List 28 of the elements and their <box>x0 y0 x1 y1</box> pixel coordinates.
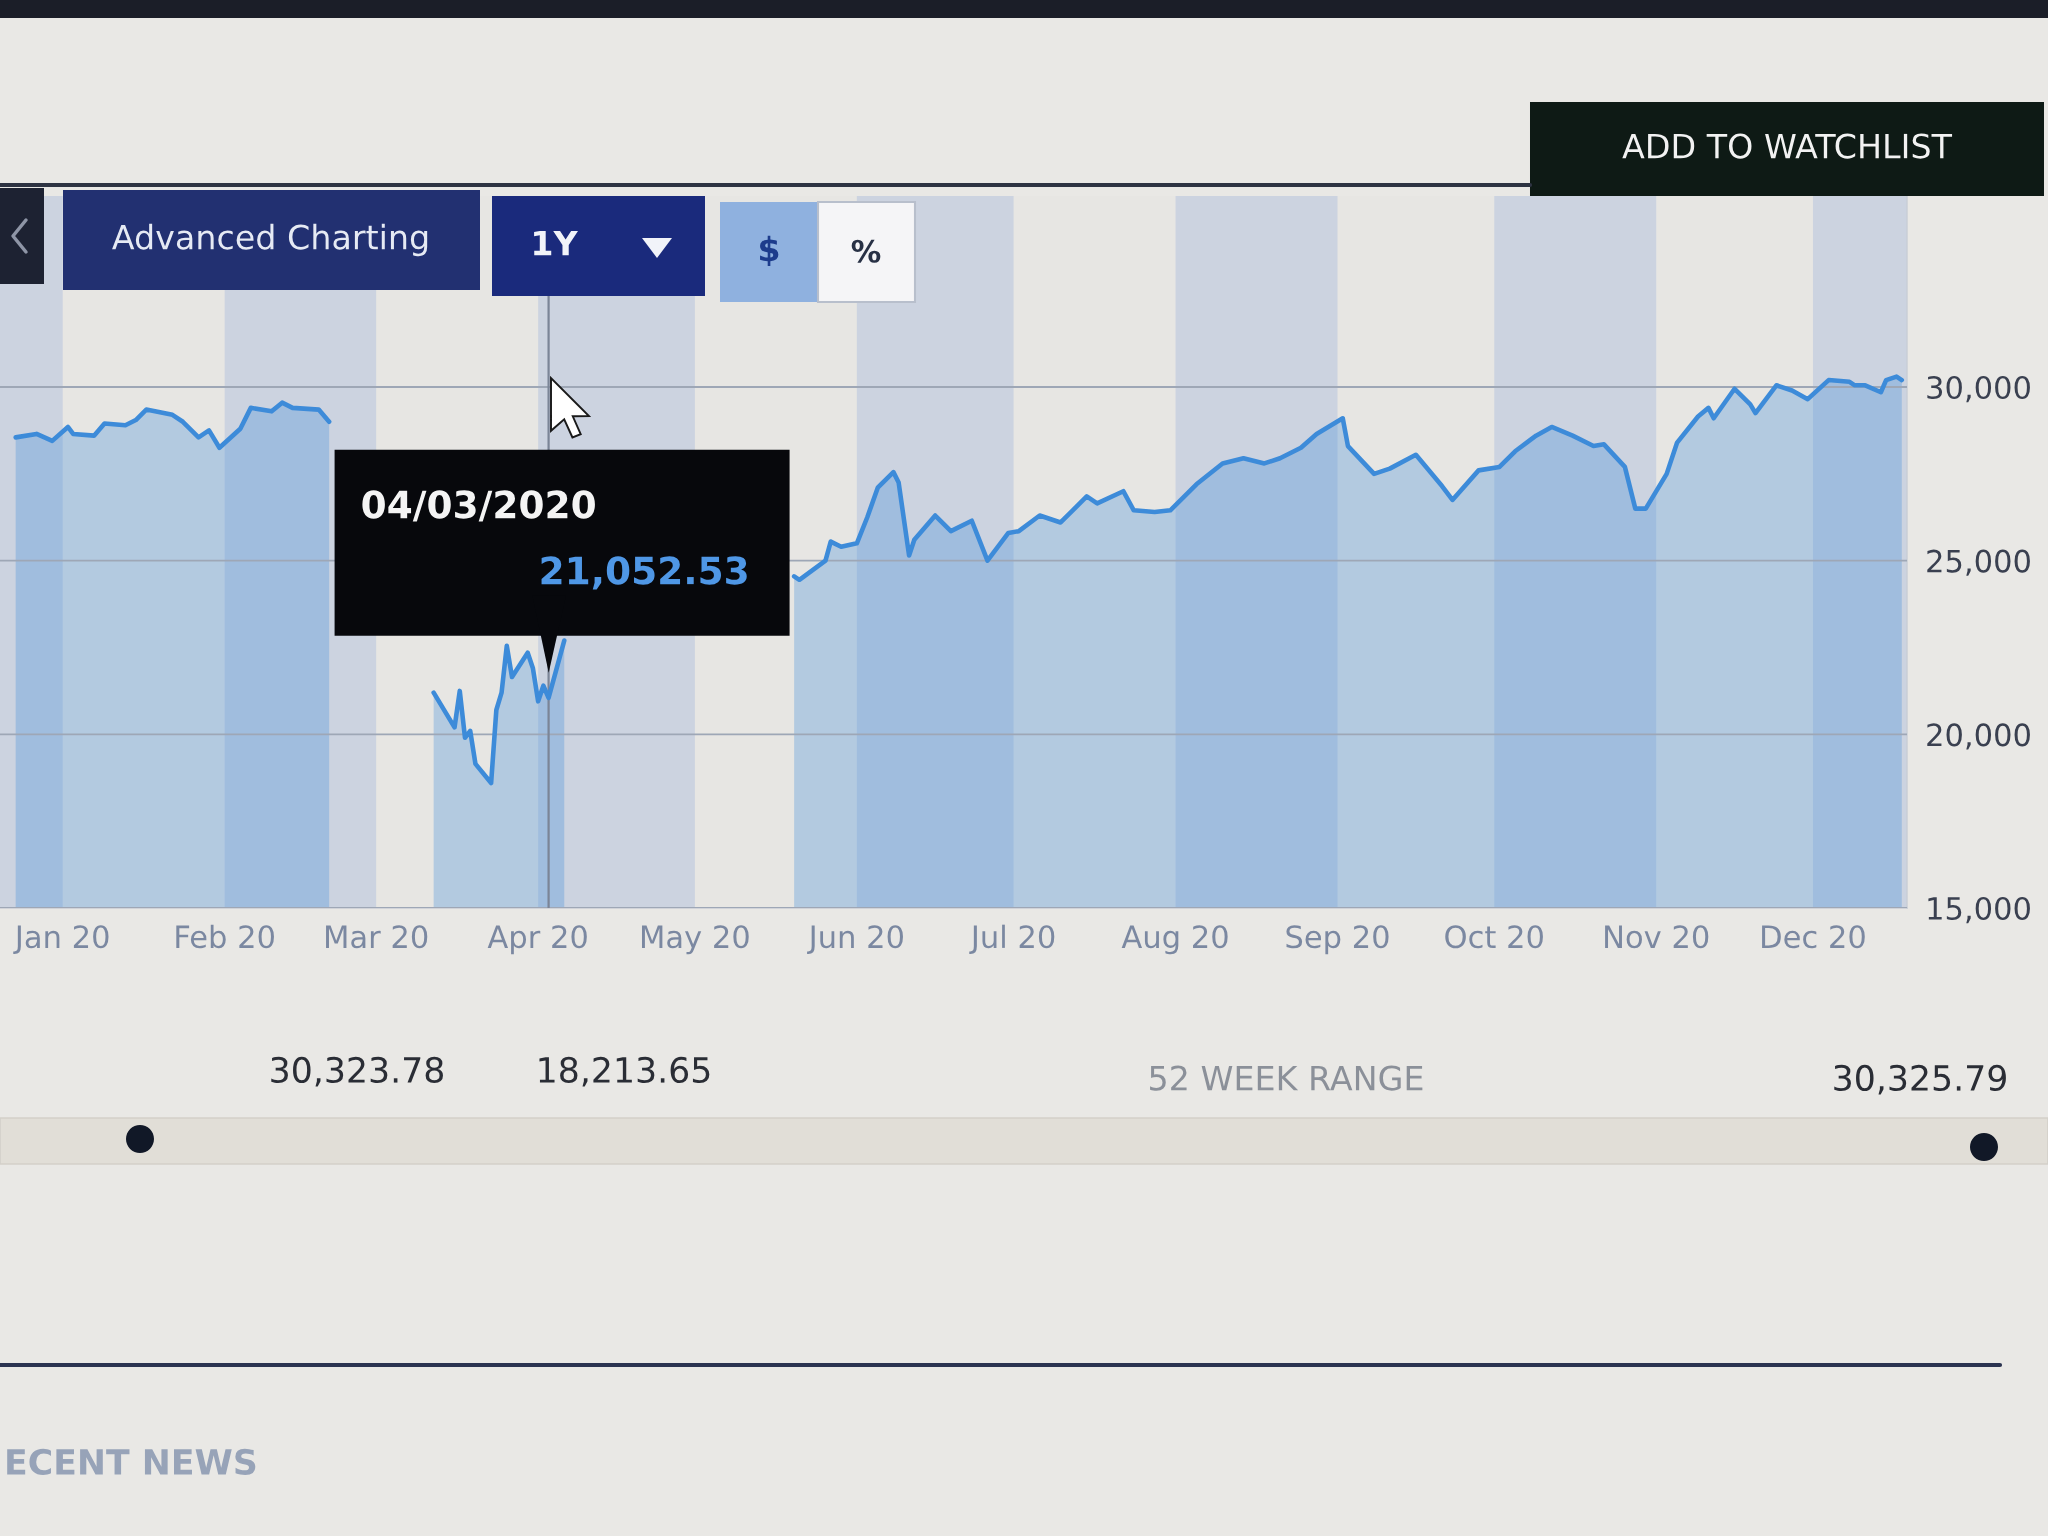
x-tick-label: Oct 20 <box>1445 925 1543 949</box>
x-tick-label: Mar 20 <box>326 925 428 949</box>
annotation: % <box>851 239 881 263</box>
y-tick-label: 25,000 <box>1927 549 2030 576</box>
y-tick-label: 15,000 <box>1928 896 2030 924</box>
y-tick-label: 30,000 <box>1927 375 2030 403</box>
y-tick-label: 20,000 <box>1927 723 2030 750</box>
text: 30,323.78 <box>271 1056 443 1087</box>
annotation: 21,052.53 <box>541 556 747 590</box>
text: ADD TO WATCHLIST <box>1622 133 1953 159</box>
x-tick-label: Aug 20 <box>1121 925 1228 955</box>
annotation: $ <box>760 235 779 267</box>
x-tick-label: Apr 20 <box>487 925 587 955</box>
text: ECENT NEWS <box>7 1448 256 1476</box>
x-tick-label: Nov 20 <box>1605 925 1709 949</box>
x-tick-label: Dec 20 <box>1762 925 1865 949</box>
x-tick-label: Feb 20 <box>176 924 274 949</box>
text: 30,325.79 <box>1834 1064 2006 1095</box>
x-tick-label: Sep 20 <box>1286 925 1389 955</box>
x-tick-label: Jul 20 <box>969 924 1055 954</box>
text: 18,213.65 <box>539 1056 710 1087</box>
text: 52 WEEK RANGE <box>1150 1065 1423 1091</box>
x-tick-label: May 20 <box>641 925 749 955</box>
annotation: 1Y <box>534 230 578 256</box>
annotation: Advanced Charting <box>112 223 428 257</box>
annotation: 04/03/2020 <box>362 490 595 522</box>
x-tick-label: Jun 20 <box>807 925 903 954</box>
x-tick-label: Jan 20 <box>13 925 109 954</box>
